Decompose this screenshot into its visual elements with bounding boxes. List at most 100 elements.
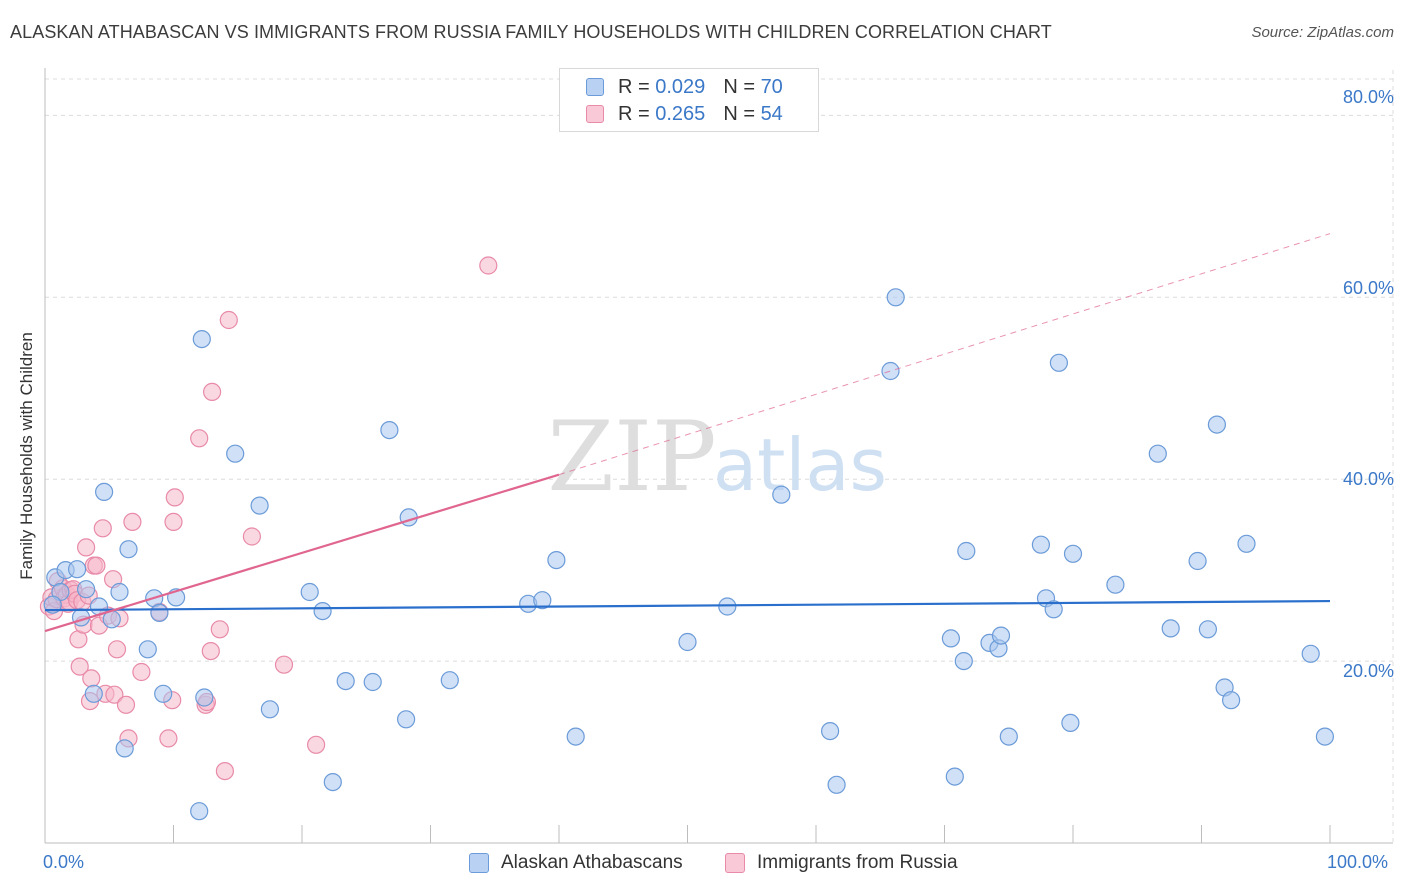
immigrants-from-russia-point-42 — [190, 429, 209, 448]
alaskan-athabascans-point-41 — [827, 775, 846, 794]
immigrants-from-russia-point-16 — [70, 657, 89, 676]
watermark-zip: ZIP — [547, 401, 716, 513]
immigrants-from-russia-point-26 — [93, 519, 112, 538]
alaskan-athabascans-point-31 — [399, 508, 418, 527]
alaskan-athabascans-point-8 — [94, 482, 114, 501]
alaskan-athabascans-point-54 — [1044, 600, 1063, 619]
alaskan-athabascans-point-50 — [991, 626, 1011, 645]
alaskan-athabascans-point-19 — [192, 330, 211, 349]
immigrants-from-russia-point-50 — [242, 527, 261, 546]
alaskan-athabascans-point-59 — [1148, 444, 1167, 463]
alaskan-athabascans-point-25 — [313, 601, 332, 621]
alaskan-athabascans-point-61 — [1188, 551, 1207, 571]
alaskan-athabascans-point-35 — [547, 550, 566, 570]
series-legend-swatch-blue — [469, 853, 489, 873]
alaskan-athabascans-point-44 — [941, 629, 961, 648]
alaskan-athabascans-point-32 — [440, 671, 459, 690]
immigrants-from-russia-point-24 — [87, 556, 106, 575]
alaskan-athabascans-point-3 — [67, 560, 87, 579]
immigrants-from-russia-point-46 — [203, 382, 222, 401]
legend-n-value-pink: 54 — [760, 102, 783, 125]
gridlines — [45, 70, 1394, 843]
series-legend-immigrants-from-russia: Immigrants from Russia — [725, 851, 958, 875]
alaskan-athabascans-point-47 — [957, 541, 976, 561]
immigrants-from-russia-point-19 — [76, 538, 96, 557]
alaskan-athabascans-point-58 — [1106, 575, 1125, 594]
y-axis-label: Family Households with Children — [17, 332, 36, 580]
trend-line-immigrants-from-russia-extension — [558, 233, 1331, 476]
series-legend-label-blue: Alaskan Athabascans — [501, 852, 683, 873]
alaskan-athabascans-point-16 — [154, 684, 173, 703]
alaskan-athabascans-point-11 — [115, 739, 134, 758]
legend-n-label: N = — [723, 75, 755, 98]
legend-r-value-blue: 0.029 — [655, 75, 706, 98]
alaskan-athabascans-point-46 — [954, 651, 973, 671]
alaskan-athabascans-point-57 — [1063, 544, 1083, 563]
alaskan-athabascans-point-62 — [1198, 620, 1218, 639]
legend-row-immigrants-from-russia: R = 0.265 N = 54 — [586, 102, 783, 126]
alaskan-athabascans-point-37 — [678, 632, 697, 652]
immigrants-from-russia-point-31 — [107, 640, 127, 659]
alaskan-athabascans-point-45 — [945, 767, 964, 786]
alaskan-athabascans-point-26 — [323, 772, 342, 792]
series-alaskan-athabascans-points — [43, 288, 1335, 821]
chart-title: ALASKAN ATHABASCAN VS IMMIGRANTS FROM RU… — [10, 22, 1052, 42]
alaskan-athabascans-point-18 — [190, 802, 209, 821]
alaskan-athabascans-point-27 — [336, 671, 355, 691]
alaskan-athabascans-point-40 — [820, 721, 840, 741]
immigrants-from-russia-point-45 — [201, 641, 220, 661]
alaskan-athabascans-point-68 — [1315, 727, 1335, 746]
alaskan-athabascans-point-21 — [226, 444, 245, 463]
legend-r-label: R = — [618, 102, 650, 125]
immigrants-from-russia-point-53 — [479, 256, 498, 275]
alaskan-athabascans-point-39 — [772, 485, 791, 504]
alaskan-athabascans-point-29 — [380, 421, 399, 440]
source-credit: Source: ZipAtlas.com — [1251, 24, 1394, 41]
alaskan-athabascans-point-15 — [150, 603, 169, 623]
alaskan-athabascans-point-55 — [1049, 353, 1069, 372]
legend-n-value-blue: 70 — [760, 75, 783, 98]
trend-lines — [44, 233, 1331, 633]
immigrants-from-russia-point-41 — [165, 488, 184, 507]
y-tick-label-40: 40.0% — [1342, 469, 1394, 489]
alaskan-athabascans-point-5 — [76, 580, 96, 599]
alaskan-athabascans-point-28 — [363, 672, 382, 692]
legend-row-alaskan-athabascans: R = 0.029 N = 70 — [586, 75, 783, 99]
alaskan-athabascans-point-6 — [84, 684, 103, 703]
watermark-atlas: atlas — [713, 423, 887, 507]
immigrants-from-russia-point-36 — [132, 662, 151, 682]
x-tick-label-min: 0.0% — [43, 852, 85, 872]
watermark: ZIP atlas — [547, 401, 887, 513]
legend-swatch-blue — [586, 78, 604, 96]
alaskan-athabascans-point-30 — [397, 710, 416, 729]
alaskan-athabascans-point-52 — [1031, 535, 1051, 554]
immigrants-from-russia-point-49 — [219, 310, 238, 330]
trend-line-immigrants-from-russia — [44, 473, 560, 633]
y-tick-label-80: 80.0% — [1342, 87, 1394, 107]
alaskan-athabascans-point-34 — [533, 591, 552, 610]
legend-r-label: R = — [618, 75, 650, 98]
immigrants-from-russia-point-33 — [116, 695, 136, 714]
alaskan-athabascans-point-12 — [119, 540, 138, 559]
alaskan-athabascans-point-43 — [886, 288, 905, 307]
alaskan-athabascans-point-24 — [300, 582, 319, 602]
series-legend-swatch-pink — [725, 853, 745, 873]
alaskan-athabascans-point-23 — [260, 700, 279, 719]
alaskan-athabascans-point-69 — [43, 595, 62, 614]
immigrants-from-russia-point-52 — [307, 735, 326, 754]
correlation-legend: R = 0.029 N = 70 R = 0.265 N = 54 — [559, 68, 819, 132]
immigrants-from-russia-point-48 — [215, 761, 234, 781]
immigrants-from-russia-point-35 — [123, 512, 142, 532]
immigrants-from-russia-point-47 — [210, 620, 229, 639]
trend-line-alaskan-athabascans — [44, 599, 1331, 612]
alaskan-athabascans-point-56 — [1061, 713, 1080, 733]
axes — [44, 68, 1393, 844]
alaskan-athabascans-point-36 — [566, 727, 585, 746]
y-tick-label-60: 60.0% — [1342, 278, 1394, 298]
alaskan-athabascans-point-66 — [1237, 534, 1256, 553]
legend-n-label: N = — [723, 102, 755, 125]
alaskan-athabascans-point-10 — [110, 582, 129, 602]
alaskan-athabascans-point-22 — [250, 496, 269, 515]
alaskan-athabascans-point-20 — [195, 688, 214, 707]
series-legend-label-pink: Immigrants from Russia — [757, 852, 958, 873]
